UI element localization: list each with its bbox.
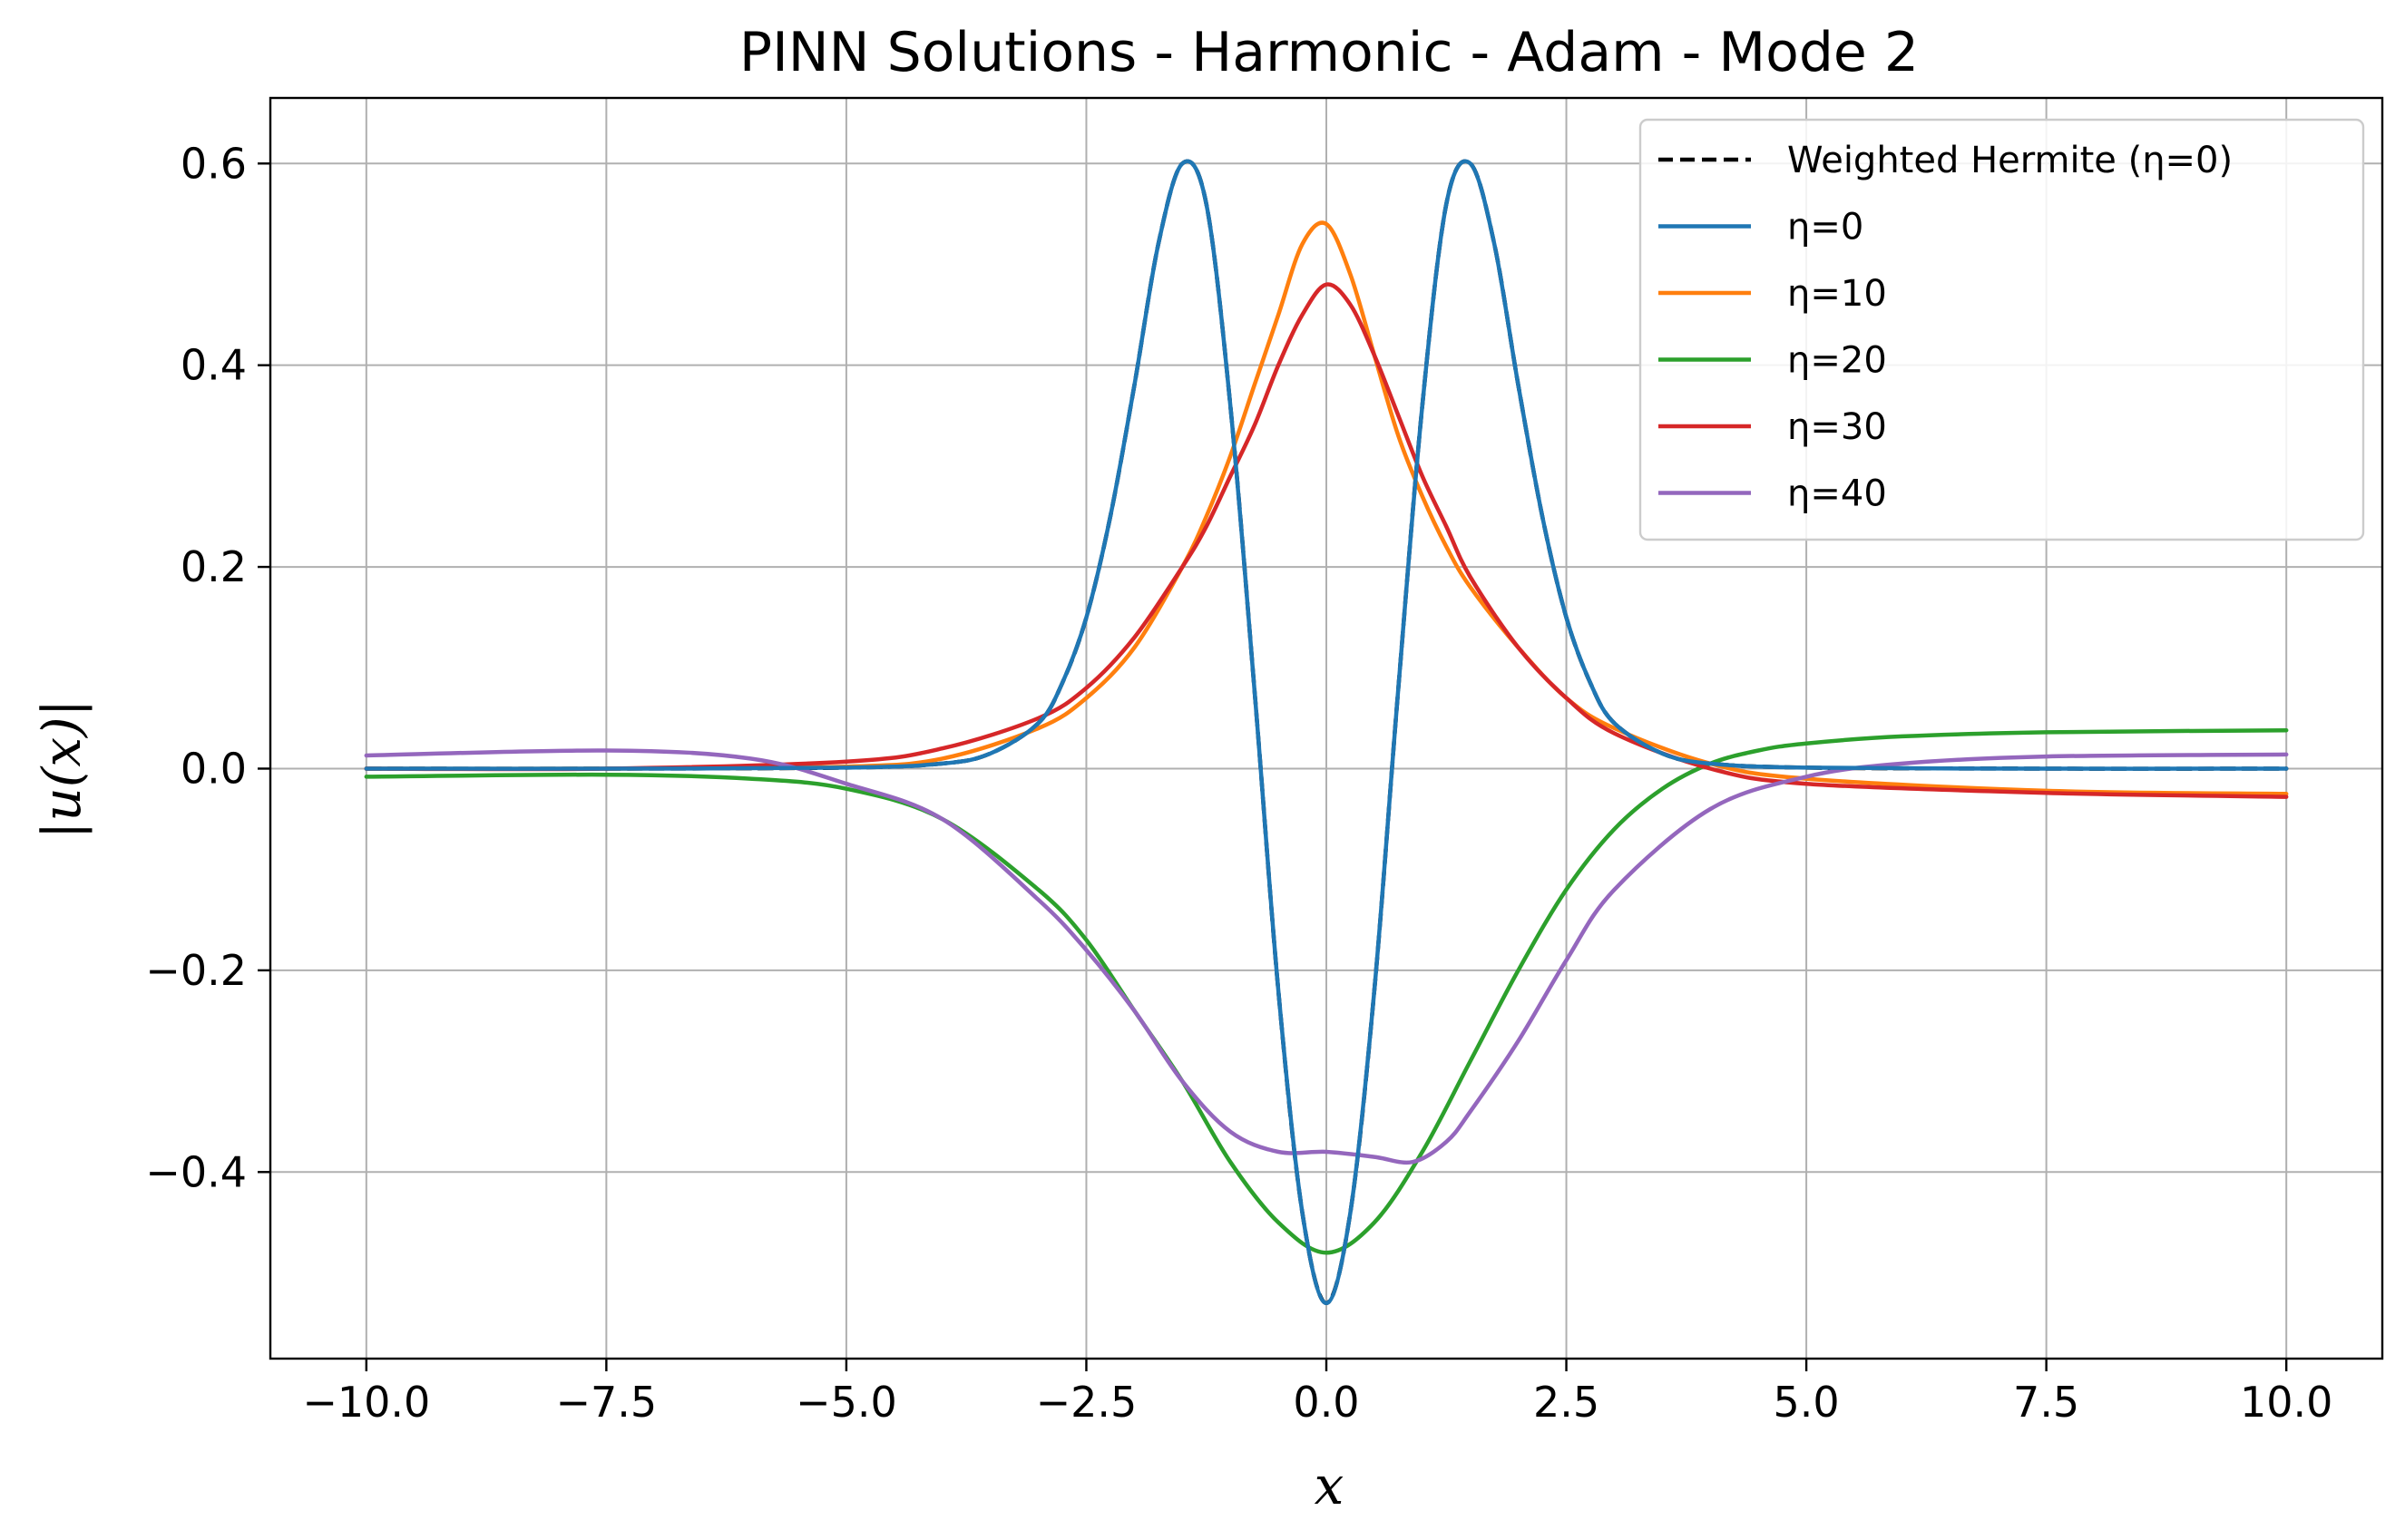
series-line-4 <box>364 282 2289 799</box>
x-tick-label: 10.0 <box>2240 1378 2332 1427</box>
series-line-5 <box>364 748 2289 1165</box>
legend-label: η=0 <box>1787 207 1863 249</box>
x-tick-label: −10.0 <box>302 1378 430 1427</box>
series-line-2 <box>364 220 2289 796</box>
y-axis-label: |u(x)| <box>31 699 93 839</box>
x-tick-label: 7.5 <box>2013 1378 2079 1427</box>
x-tick-label: −2.5 <box>1036 1378 1138 1427</box>
axes: −10.0 −7.5 −5.0 −2.5 0.0 2.5 5.0 7.5 10.0 −0.4 −0.… <box>145 96 2384 1427</box>
y-tick-label: −0.2 <box>145 946 247 995</box>
x-tick-label: 0.0 <box>1293 1378 1359 1427</box>
y-tick-label: 0.6 <box>181 139 247 188</box>
legend-label: η=20 <box>1787 340 1887 382</box>
x-tick-label: 5.0 <box>1774 1378 1840 1427</box>
legend: Weighted Hermite (η=0) η=0 η=10 η=20 η=30 η=4… <box>1638 118 2365 541</box>
y-tick-label: −0.4 <box>145 1147 247 1196</box>
legend-label: η=10 <box>1787 273 1887 315</box>
series-line-1 <box>364 159 2289 1306</box>
legend-label: η=40 <box>1787 473 1887 515</box>
plot-frame <box>269 96 2384 1360</box>
y-tick-label: 0.0 <box>181 744 247 793</box>
x-tick-label: −7.5 <box>556 1378 658 1427</box>
legend-label: η=30 <box>1787 406 1887 448</box>
x-tick-label: −5.0 <box>796 1378 897 1427</box>
x-axis-label: x <box>1315 1455 1344 1516</box>
series-line-3 <box>364 727 2289 1255</box>
legend-label: Weighted Hermite (η=0) <box>1787 140 2233 181</box>
x-tick-label: 2.5 <box>1533 1378 1599 1427</box>
legend-frame <box>1638 118 2365 541</box>
series-layer <box>364 159 2289 1306</box>
chart-title: PINN Solutions - Harmonic - Adam - Mode … <box>739 21 1919 84</box>
y-tick-label: 0.4 <box>181 341 247 390</box>
y-tick-label: 0.2 <box>181 542 247 591</box>
